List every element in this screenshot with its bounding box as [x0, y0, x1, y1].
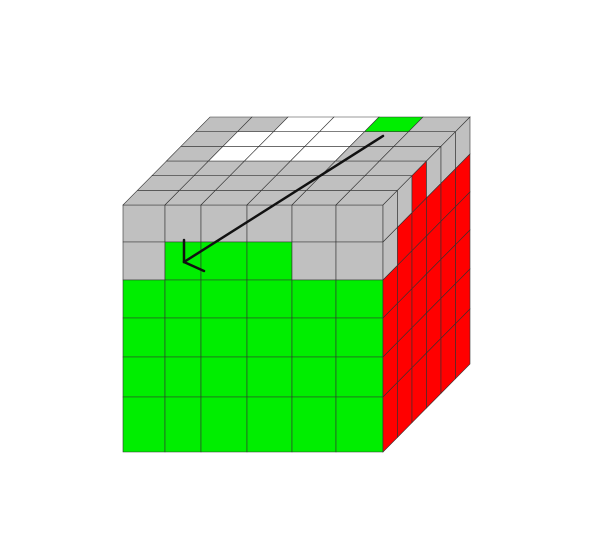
front-cell: [164, 279, 202, 319]
front-cell: [246, 279, 293, 319]
front-cell: [246, 356, 293, 398]
front-cell: [335, 204, 384, 243]
front-cell: [164, 396, 202, 453]
front-cell: [200, 279, 248, 319]
front-cell: [246, 317, 293, 358]
front-cell: [122, 241, 166, 281]
arrow-shaft: [182, 134, 385, 264]
front-cell: [122, 396, 166, 453]
front-cell: [200, 317, 248, 358]
front-cell: [335, 279, 384, 319]
right-cell: [455, 308, 471, 380]
front-cell: [291, 356, 337, 398]
front-cell: [200, 356, 248, 398]
arrow: [182, 134, 385, 273]
front-cell: [291, 317, 337, 358]
cube-cells: [122, 116, 471, 453]
front-cell: [164, 356, 202, 398]
front-cell: [164, 204, 202, 243]
front-cell: [291, 241, 337, 281]
front-cell: [122, 204, 166, 243]
front-cell: [122, 356, 166, 398]
front-cell: [291, 204, 337, 243]
arrow-head: [182, 260, 206, 273]
front-cell: [200, 396, 248, 453]
front-cell: [291, 279, 337, 319]
front-cell: [122, 317, 166, 358]
front-cell: [246, 204, 293, 243]
front-cell: [335, 396, 384, 453]
front-cell: [164, 317, 202, 358]
front-cell: [335, 356, 384, 398]
front-cell: [335, 241, 384, 281]
front-cell: [246, 396, 293, 453]
front-cell: [246, 241, 293, 281]
front-cell: [291, 396, 337, 453]
front-cell: [122, 279, 166, 319]
front-cell: [335, 317, 384, 358]
